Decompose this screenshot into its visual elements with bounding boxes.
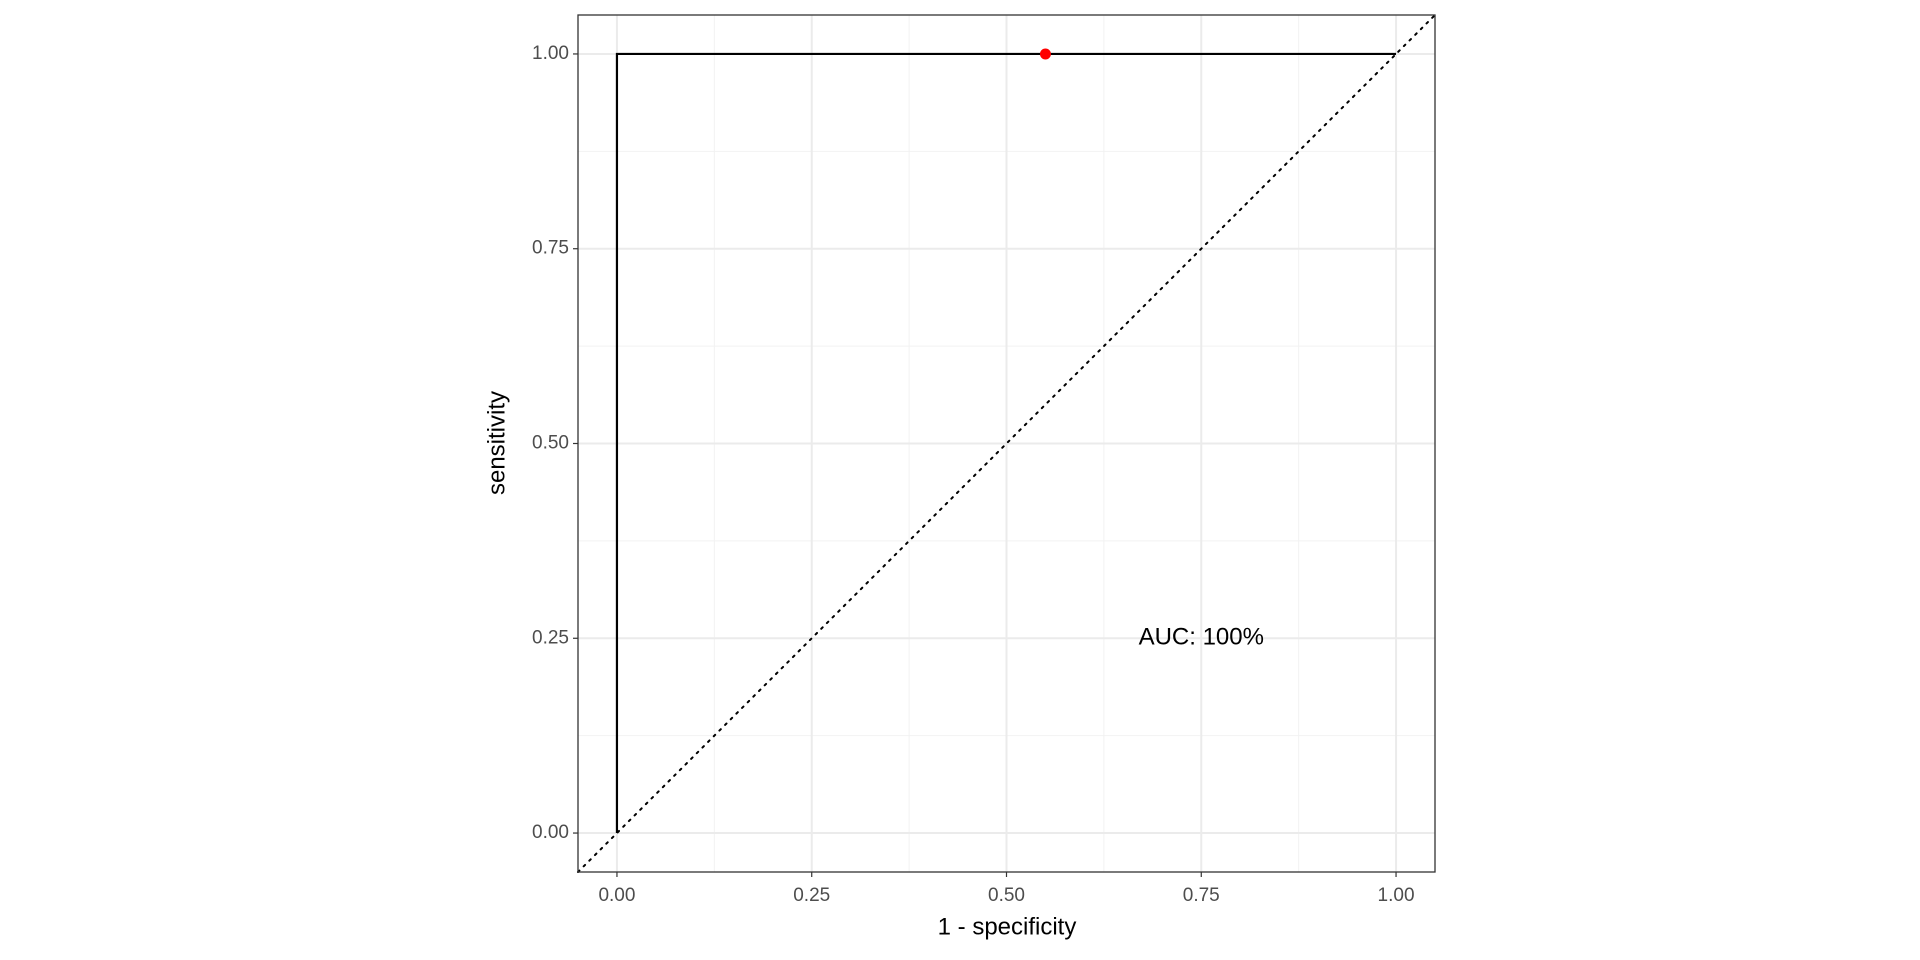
y-tick-label: 1.00 [532,43,569,64]
roc-curve [615,52,1397,834]
y-axis-title: sensitivity [483,391,510,495]
x-axis-title: 1 - specificity [938,913,1077,940]
y-tick-label: 0.75 [532,238,569,259]
annotation: AUC: 100% [1139,624,1264,651]
x-tick-label: 0.75 [1183,885,1220,906]
x-tick-label: 0.50 [988,885,1025,906]
y-tick-label: 0.50 [532,433,569,454]
point [1039,48,1051,60]
reference-diagonal [577,14,1436,873]
y-tick-label: 0.25 [532,627,569,648]
panel-border [577,14,1436,873]
x-tick-label: 0.25 [793,885,830,906]
x-tick-label: 1.00 [1378,885,1415,906]
x-tick-label: 0.00 [598,885,635,906]
y-tick-label: 0.00 [532,822,569,843]
